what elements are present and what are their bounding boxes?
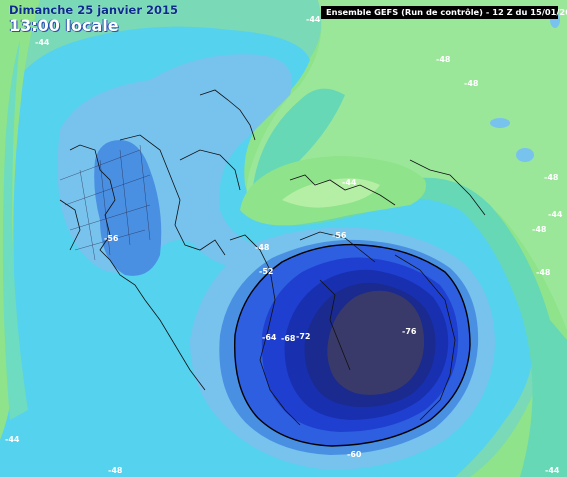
- contour-label: -76: [402, 327, 417, 336]
- contour-label: -44: [548, 210, 563, 219]
- northeast-green-cyan: [250, 88, 567, 477]
- coastlines: [59, 89, 486, 426]
- contour-label: -64: [262, 333, 277, 342]
- contour-label: -56: [332, 231, 347, 240]
- contour-label: -48: [532, 225, 547, 234]
- contour-label: -48: [436, 55, 451, 64]
- contour-band-56-north: [188, 58, 285, 128]
- forecast-date: Dimanche 25 janvier 2015: [9, 3, 179, 17]
- northeast-green: [246, 0, 567, 330]
- run-info-banner: Ensemble GEFS (Run de contrôle) - 12 Z d…: [321, 6, 567, 19]
- contour-label: -44: [342, 178, 357, 187]
- contour-band-56-west: [94, 140, 162, 276]
- lake-feature: [490, 118, 510, 128]
- contour-label: -44: [306, 15, 321, 24]
- contour-label: -48: [108, 466, 123, 475]
- contour-label: -60: [347, 450, 362, 459]
- europe-lighter-green: [282, 178, 380, 208]
- contour-label: -52: [259, 267, 273, 276]
- contour-label: -72: [296, 332, 310, 341]
- contour-label: -56: [104, 234, 119, 243]
- contour-label: -68: [281, 334, 296, 343]
- contour-label: -48: [544, 173, 559, 182]
- map-header: Dimanche 25 janvier 2015 13:00 locale: [9, 3, 179, 35]
- west-cyan-strip: [2, 40, 28, 420]
- vortex-core-76: [327, 290, 425, 395]
- contour-label: -44: [545, 466, 560, 475]
- contour-label: -48: [536, 268, 551, 277]
- contour-label: -44: [35, 38, 50, 47]
- contour-label: -48: [255, 243, 270, 252]
- contour-label: -44: [5, 435, 20, 444]
- lake-feature: [516, 148, 534, 162]
- grid-lines: [59, 144, 151, 261]
- forecast-time: 13:00 locale: [9, 15, 119, 35]
- contour-label: -48: [464, 79, 479, 88]
